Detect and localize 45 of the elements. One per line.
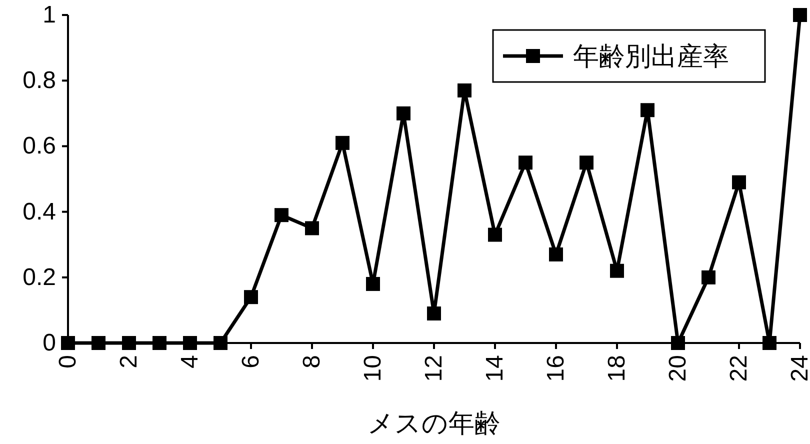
point (458, 83, 472, 98)
point (732, 175, 746, 190)
point (183, 336, 197, 350)
y-tick-label: 0.2 (22, 264, 56, 291)
point (92, 336, 106, 350)
point (488, 228, 502, 242)
x-tick-label: 10 (360, 355, 386, 382)
x-tick-label: 24 (786, 355, 810, 382)
point (61, 336, 75, 350)
x-axis-title: メスの年齢 (368, 408, 500, 438)
x-tick-label: 0 (54, 355, 82, 368)
y-tick-label: 0.4 (22, 198, 56, 226)
point (244, 290, 258, 304)
point (518, 156, 532, 170)
point (702, 270, 716, 284)
point (366, 276, 380, 291)
x-tick-label: 16 (542, 355, 570, 382)
point (610, 264, 624, 278)
x-tick-label: 4 (176, 355, 204, 368)
x-tick-label: 2 (116, 355, 142, 368)
x-tick-label: 6 (238, 355, 264, 368)
point (671, 336, 685, 350)
point (762, 336, 776, 350)
point (549, 247, 563, 262)
y-tick-label: 0.6 (22, 132, 56, 160)
y-tick-label: 1 (42, 2, 56, 28)
point (336, 136, 350, 150)
point (214, 336, 228, 350)
point (274, 208, 288, 222)
x-tick-label: 12 (420, 355, 448, 382)
x-tick-label: 20 (664, 355, 692, 382)
point (640, 103, 654, 118)
x-tick-label: 14 (482, 355, 508, 382)
x-tick-label: 8 (298, 355, 326, 368)
point (122, 336, 136, 350)
y-tick-label: 0.8 (22, 67, 56, 94)
point (793, 8, 807, 22)
point (305, 221, 319, 236)
point (580, 156, 594, 170)
point (396, 106, 410, 120)
legend-label: 年齢別出産率 (573, 41, 729, 71)
x-tick-label: 18 (604, 355, 630, 382)
point (152, 336, 166, 350)
point (427, 306, 441, 320)
x-tick-label: 22 (726, 355, 752, 382)
